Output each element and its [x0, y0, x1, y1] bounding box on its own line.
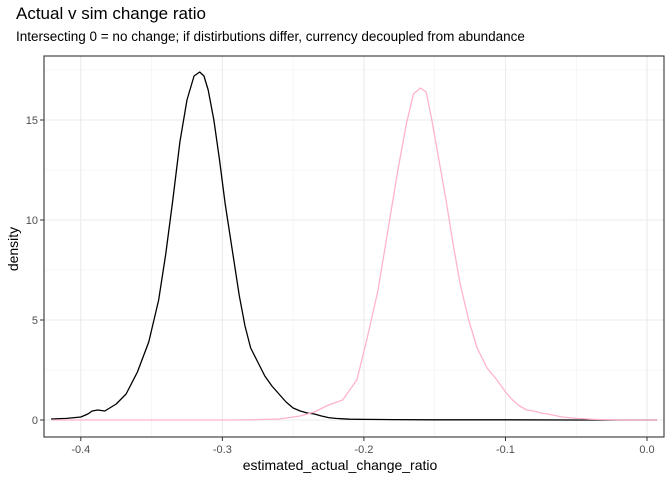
y-tick-label: 0 [32, 415, 38, 427]
series-layer [51, 71, 657, 421]
chart-subtitle: Intersecting 0 = no change; if distirbut… [16, 29, 525, 44]
x-tick-label: -0.4 [71, 444, 90, 456]
axes-layer: -0.4 -0.3 -0.2 -0.1 0.0 0 5 10 15 [26, 55, 665, 456]
density-line-1 [51, 71, 657, 421]
x-tick-label: -0.3 [213, 444, 232, 456]
x-tick-label: -0.2 [354, 444, 373, 456]
x-tick-label: -0.1 [496, 444, 515, 456]
plot-panel [44, 56, 664, 437]
y-tick-label: 10 [26, 215, 38, 227]
density-line-2 [52, 87, 657, 421]
x-tick-label: 0.0 [639, 444, 654, 456]
x-axis-title: estimated_actual_change_ratio [243, 457, 438, 473]
y-tick-label: 5 [32, 315, 38, 327]
y-axis-title: density [5, 227, 21, 271]
y-tick-label: 15 [26, 115, 38, 127]
chart-title: Actual v sim change ratio [16, 4, 206, 23]
panel-border [43, 55, 665, 438]
